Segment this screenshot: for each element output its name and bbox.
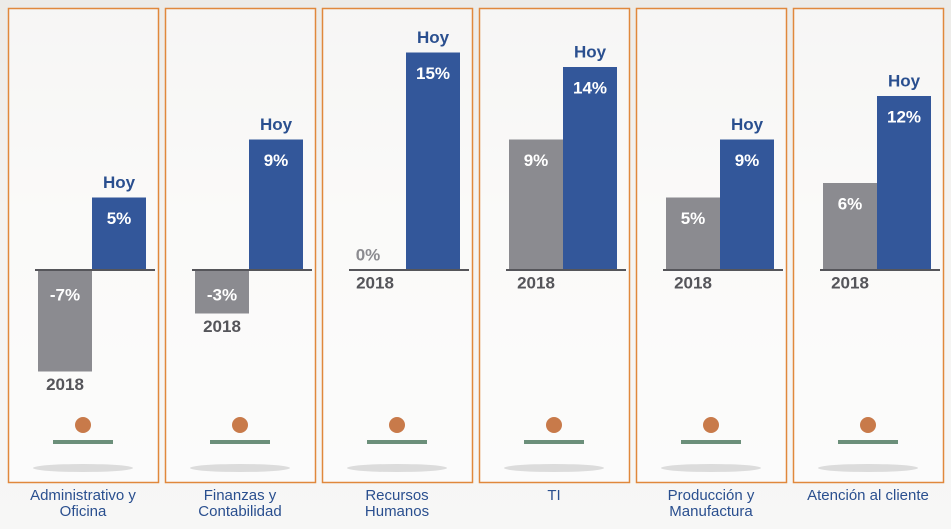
illustration-person	[703, 417, 719, 433]
value-label: -3%	[207, 285, 237, 304]
series-label: 2018	[356, 273, 394, 292]
series-label: 2018	[674, 273, 712, 292]
series-label: 2018	[203, 317, 241, 336]
value-label: 9%	[735, 151, 760, 170]
series-label: 2018	[46, 375, 84, 394]
value-label: -7%	[50, 285, 80, 304]
value-label: 14%	[573, 78, 607, 97]
value-label: 5%	[107, 209, 132, 228]
value-label: 9%	[524, 151, 549, 170]
series-label: Hoy	[574, 42, 607, 61]
illustration-desk	[524, 440, 584, 444]
illustration-desk	[210, 440, 270, 444]
illustration-shadow	[347, 464, 447, 472]
category-label: TI	[499, 488, 609, 504]
series-label: 2018	[517, 273, 555, 292]
category-label: Recursos Humanos	[342, 488, 452, 520]
series-label: 2018	[831, 273, 869, 292]
series-label: Hoy	[260, 115, 293, 134]
category-label: Administrativo y Oficina	[28, 488, 138, 520]
value-label: 12%	[887, 107, 921, 126]
category-label: Finanzas y Contabilidad	[185, 488, 295, 520]
category-label: Producción y Manufactura	[656, 488, 766, 520]
illustration-person	[546, 417, 562, 433]
bar	[406, 53, 460, 271]
value-label: 15%	[416, 64, 450, 83]
illustration-person	[389, 417, 405, 433]
illustration-desk	[367, 440, 427, 444]
illustration-shadow	[818, 464, 918, 472]
illustration-desk	[838, 440, 898, 444]
value-label: 5%	[681, 209, 706, 228]
value-label: 0%	[356, 245, 381, 264]
illustration-shadow	[190, 464, 290, 472]
illustration-shadow	[33, 464, 133, 472]
series-label: Hoy	[417, 28, 450, 47]
value-label: 6%	[838, 194, 863, 213]
illustration-shadow	[661, 464, 761, 472]
illustration-person	[75, 417, 91, 433]
series-label: Hoy	[103, 173, 136, 192]
series-label: Hoy	[731, 115, 764, 134]
illustration-desk	[681, 440, 741, 444]
illustration-person	[860, 417, 876, 433]
page: -7% 2018 5% Hoy -3% 2018 9% Hoy 0% 2018 15% Hoy 9% 20…	[0, 0, 951, 529]
series-label: Hoy	[888, 71, 921, 90]
illustration-person	[232, 417, 248, 433]
illustration-shadow	[504, 464, 604, 472]
value-label: 9%	[264, 151, 289, 170]
category-label: Atención al cliente	[793, 488, 943, 504]
chart: -7% 2018 5% Hoy -3% 2018 9% Hoy 0% 2018 15% Hoy 9% 20…	[0, 0, 951, 529]
illustration-desk	[53, 440, 113, 444]
